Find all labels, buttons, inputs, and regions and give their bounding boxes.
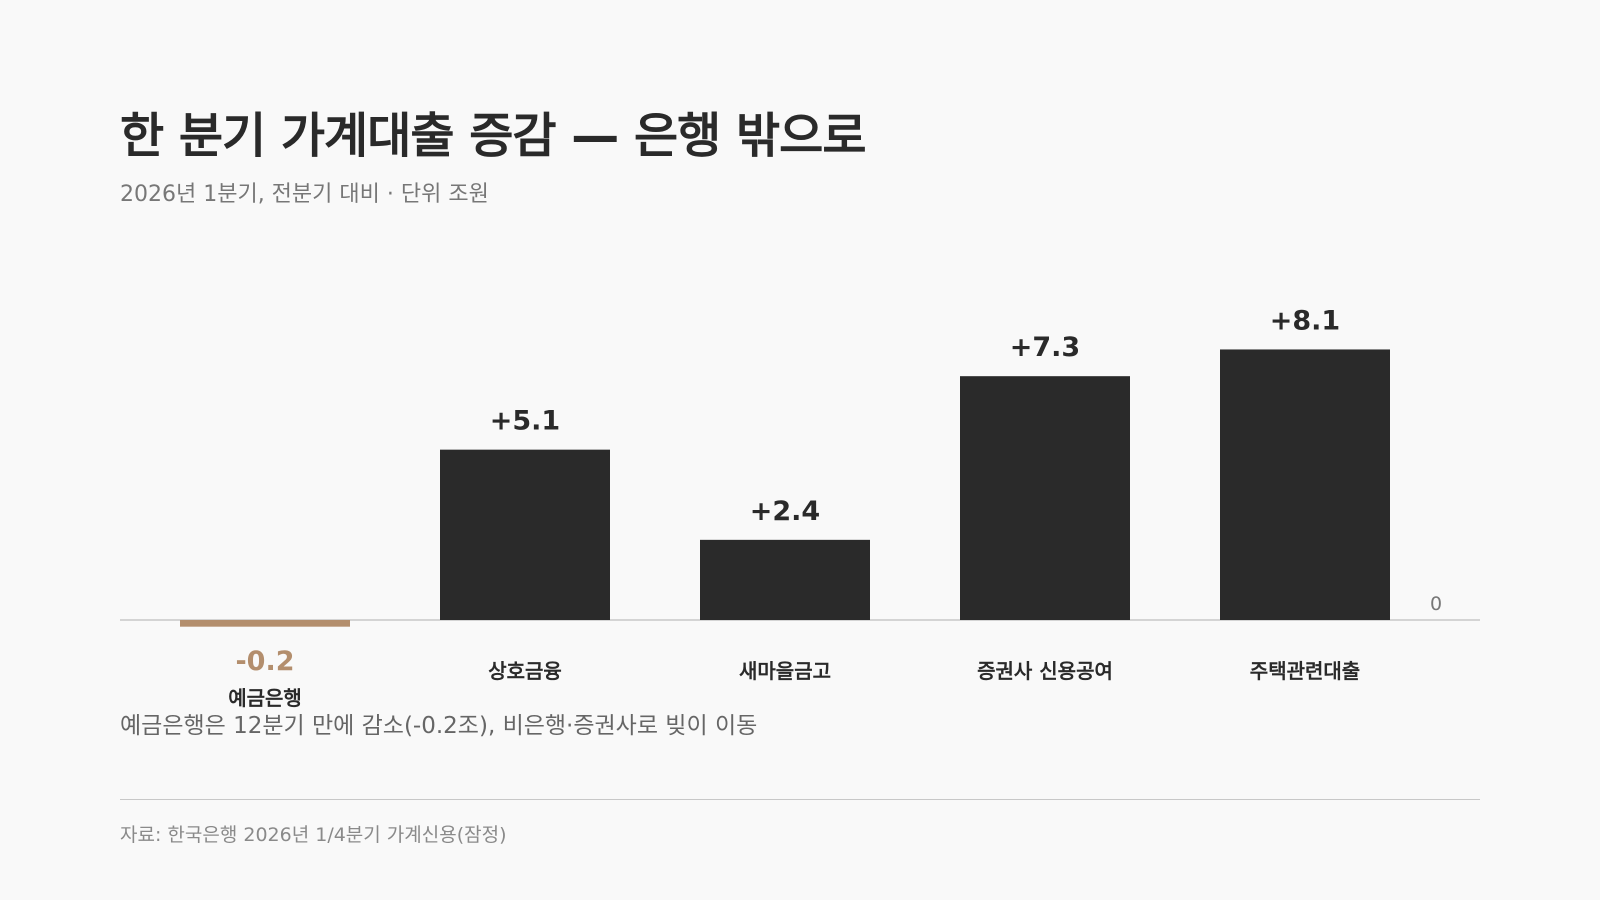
bar-5	[1220, 349, 1390, 620]
value-label-4: +7.3	[1010, 332, 1080, 363]
zero-axis-label: 0	[1430, 593, 1442, 615]
category-label-5: 주택관련대출	[1250, 659, 1360, 683]
category-label-3: 새마을금고	[739, 659, 831, 683]
category-label-2: 상호금융	[488, 659, 562, 683]
page-title: 한 분기 가계대출 증감 — 은행 밖으로	[120, 108, 867, 164]
value-label-2: +5.1	[490, 406, 560, 437]
value-label-3: +2.4	[750, 496, 820, 527]
chart-note: 예금은행은 12분기 만에 감소(-0.2조), 비은행·증권사로 빚이 이동	[120, 713, 758, 739]
bar-4	[960, 376, 1130, 620]
page-subtitle: 2026년 1분기, 전분기 대비 · 단위 조원	[120, 182, 489, 207]
value-label-1: -0.2	[235, 646, 294, 677]
category-label-4: 증권사 신용공여	[977, 659, 1113, 683]
category-label-1: 예금은행	[228, 686, 302, 710]
bar-2	[440, 449, 610, 620]
footer-divider	[120, 799, 1480, 800]
bar-1	[180, 620, 350, 627]
value-label-5: +8.1	[1270, 305, 1340, 336]
bar-3	[700, 539, 870, 620]
source-note: 자료: 한국은행 2026년 1/4분기 가계신용(잠정)	[120, 824, 507, 846]
